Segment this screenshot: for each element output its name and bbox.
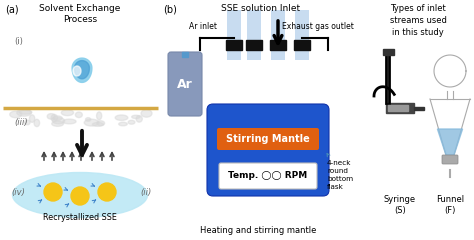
Bar	[414, 107, 424, 109]
Polygon shape	[74, 60, 90, 79]
Ellipse shape	[29, 115, 35, 122]
Polygon shape	[434, 55, 466, 87]
Ellipse shape	[47, 114, 55, 119]
FancyBboxPatch shape	[207, 104, 329, 196]
Bar	[447, 80, 453, 90]
Text: Exhaust gas outlet: Exhaust gas outlet	[282, 22, 354, 31]
Ellipse shape	[85, 118, 91, 121]
Ellipse shape	[53, 118, 64, 124]
Text: Ar inlet: Ar inlet	[189, 22, 217, 31]
Bar	[295, 10, 309, 60]
Text: (a): (a)	[5, 4, 18, 14]
Text: Temp. ◯◯ RPM: Temp. ◯◯ RPM	[228, 172, 308, 180]
Text: Syringe
(S): Syringe (S)	[384, 195, 416, 215]
Circle shape	[71, 187, 89, 205]
Ellipse shape	[34, 119, 40, 127]
Ellipse shape	[12, 173, 147, 217]
Circle shape	[44, 183, 62, 201]
Bar	[182, 52, 188, 57]
Ellipse shape	[17, 109, 31, 116]
Bar	[270, 40, 286, 50]
Bar	[386, 103, 414, 113]
Bar	[226, 40, 242, 50]
Polygon shape	[438, 129, 463, 155]
Ellipse shape	[136, 116, 142, 122]
Bar	[227, 10, 241, 60]
Bar	[247, 10, 261, 60]
Text: (iii): (iii)	[14, 118, 27, 127]
Ellipse shape	[75, 112, 82, 118]
Polygon shape	[430, 99, 470, 155]
Ellipse shape	[53, 116, 62, 120]
Ellipse shape	[84, 119, 99, 126]
Bar	[383, 49, 394, 55]
Ellipse shape	[19, 110, 32, 114]
Ellipse shape	[63, 119, 76, 124]
Text: 4-neck
round
bottom
flask: 4-neck round bottom flask	[327, 153, 353, 190]
Text: (iv): (iv)	[11, 188, 25, 198]
Ellipse shape	[141, 110, 152, 117]
FancyBboxPatch shape	[442, 155, 458, 164]
Polygon shape	[72, 58, 92, 82]
Text: Recrystallized SSE: Recrystallized SSE	[43, 213, 117, 222]
Ellipse shape	[61, 110, 73, 116]
Ellipse shape	[115, 115, 128, 120]
Ellipse shape	[10, 111, 22, 118]
Bar	[388, 105, 408, 111]
Text: Ar: Ar	[177, 78, 193, 90]
Ellipse shape	[132, 115, 140, 119]
Text: (ii): (ii)	[141, 188, 152, 198]
Ellipse shape	[97, 112, 102, 120]
Text: Funnel
(F): Funnel (F)	[436, 195, 464, 215]
Text: Heating and stirring mantle: Heating and stirring mantle	[200, 226, 316, 235]
Circle shape	[98, 183, 116, 201]
Ellipse shape	[52, 121, 64, 126]
Ellipse shape	[51, 114, 57, 121]
Ellipse shape	[25, 120, 30, 125]
Polygon shape	[73, 66, 81, 76]
Bar	[246, 40, 262, 50]
Bar	[294, 40, 310, 50]
Ellipse shape	[97, 121, 105, 126]
Text: Solvent Exchange
Process: Solvent Exchange Process	[39, 4, 121, 24]
Text: SSE solution Inlet: SSE solution Inlet	[221, 4, 301, 13]
Bar	[271, 10, 285, 60]
FancyBboxPatch shape	[168, 52, 202, 116]
Ellipse shape	[118, 122, 128, 126]
Text: (i): (i)	[14, 37, 23, 46]
Text: Stirring Mantle: Stirring Mantle	[226, 134, 310, 144]
FancyBboxPatch shape	[219, 163, 317, 189]
Ellipse shape	[128, 120, 135, 124]
Text: Types of inlet
streams used
in this study: Types of inlet streams used in this stud…	[390, 4, 447, 36]
FancyBboxPatch shape	[217, 128, 319, 150]
Ellipse shape	[92, 122, 103, 126]
Text: (b): (b)	[163, 4, 177, 14]
